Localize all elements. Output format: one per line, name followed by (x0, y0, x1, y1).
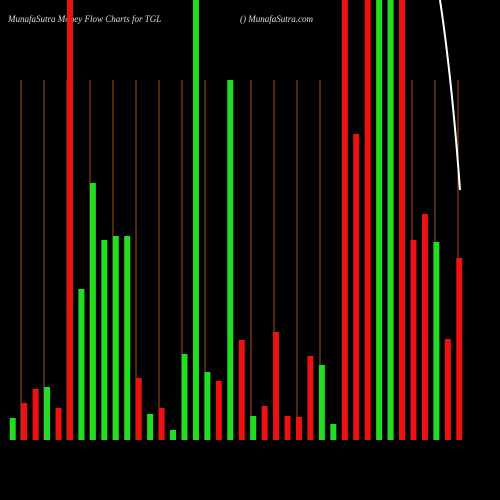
bar (421, 214, 428, 440)
bar (295, 417, 302, 440)
bar (44, 387, 51, 440)
bar (364, 0, 371, 440)
bar (284, 416, 291, 440)
bar (444, 339, 451, 440)
bar (250, 416, 257, 440)
bar (112, 236, 119, 440)
bar (9, 418, 16, 440)
bar (376, 0, 383, 440)
bar (124, 236, 131, 440)
bar (192, 0, 199, 440)
bar (410, 240, 417, 440)
bar (273, 332, 280, 440)
bar (135, 378, 142, 440)
bar (387, 0, 394, 440)
bar (261, 406, 268, 440)
bar (238, 340, 245, 440)
chart-subtitle: () MunafaSutra.com (240, 14, 313, 24)
bar (353, 134, 360, 440)
bar (89, 183, 96, 440)
bar (158, 408, 165, 440)
bar (66, 0, 73, 440)
bar (215, 381, 222, 440)
bar (170, 430, 177, 440)
chart-title: MunafaSutra Money Flow Charts for TGL (7, 14, 161, 24)
bar (341, 0, 348, 440)
bar (456, 258, 463, 440)
bar (307, 356, 314, 440)
bar (204, 372, 211, 440)
bar (181, 354, 188, 440)
bar (78, 289, 85, 440)
bar (399, 0, 406, 440)
bar (32, 389, 39, 440)
bar (433, 242, 440, 440)
bar (318, 365, 325, 440)
bar (21, 403, 28, 440)
bar (101, 240, 108, 440)
bar (227, 80, 234, 440)
bar (55, 408, 62, 440)
bar (330, 424, 337, 440)
price-line (439, 0, 461, 191)
bar (147, 414, 154, 440)
